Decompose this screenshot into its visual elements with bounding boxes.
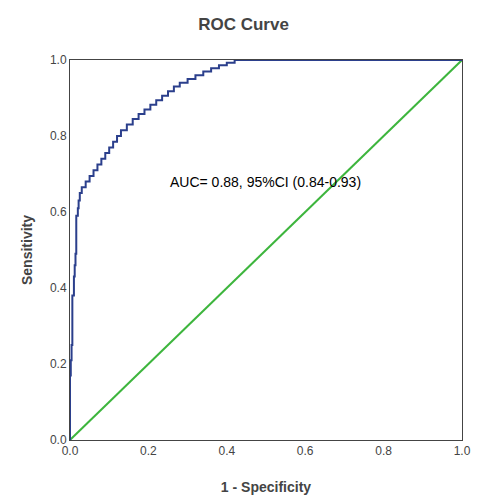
- svg-text:0.0: 0.0: [62, 444, 79, 458]
- svg-text:0.6: 0.6: [297, 444, 314, 458]
- svg-text:1.0: 1.0: [50, 53, 67, 67]
- svg-text:0.4: 0.4: [218, 444, 235, 458]
- svg-text:AUC= 0.88, 95%CI (0.84-0.93): AUC= 0.88, 95%CI (0.84-0.93): [170, 174, 361, 190]
- svg-text:1 - Specificity: 1 - Specificity: [221, 479, 311, 495]
- svg-text:0.6: 0.6: [50, 205, 67, 219]
- svg-text:0.8: 0.8: [375, 444, 392, 458]
- svg-text:0.8: 0.8: [50, 129, 67, 143]
- svg-text:0.2: 0.2: [140, 444, 157, 458]
- svg-text:0.0: 0.0: [50, 433, 67, 447]
- svg-text:0.4: 0.4: [50, 281, 67, 295]
- svg-text:1.0: 1.0: [454, 444, 471, 458]
- svg-text:Sensitivity: Sensitivity: [19, 215, 35, 285]
- svg-text:0.2: 0.2: [50, 357, 67, 371]
- svg-text:ROC Curve: ROC Curve: [198, 15, 289, 34]
